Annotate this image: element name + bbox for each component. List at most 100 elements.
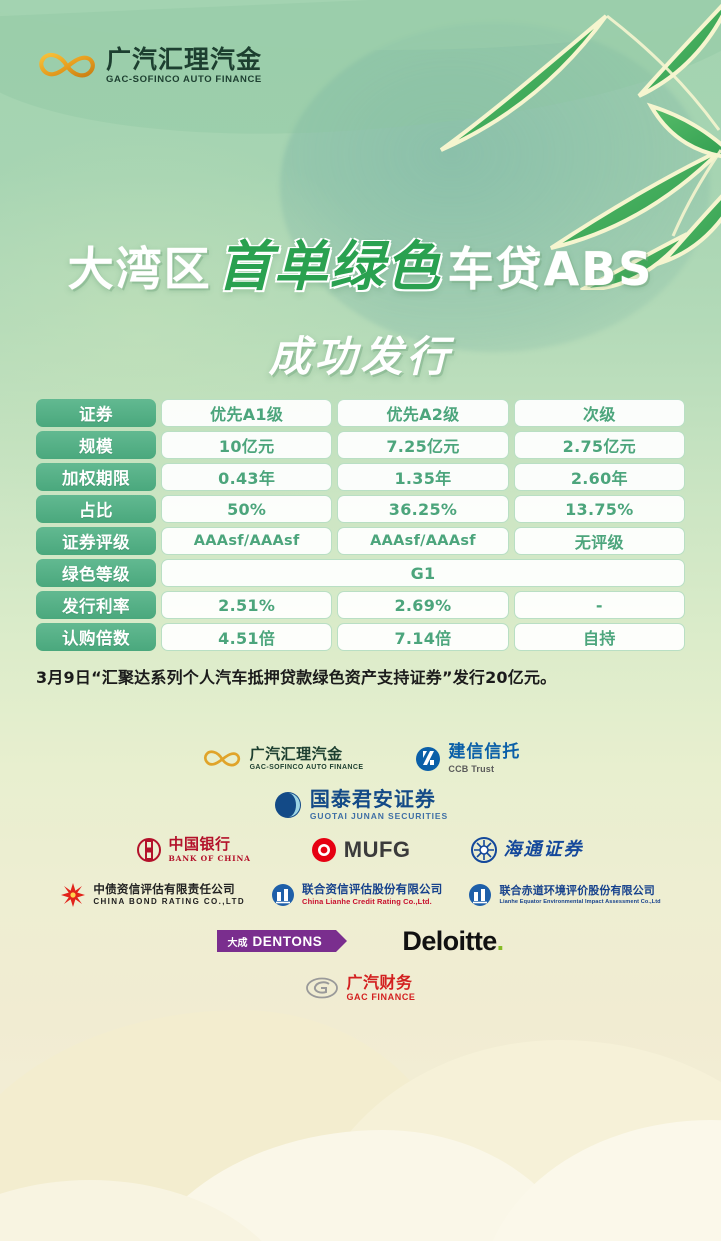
bamboo-leaves-decoration <box>439 3 721 290</box>
table-row-label: 加权期限 <box>36 463 156 491</box>
partner-name-en: Deloitte <box>402 925 497 956</box>
table-row-label: 绿色等级 <box>36 559 156 587</box>
partner-name-cn: 大成 <box>227 937 248 949</box>
partner-name-en: GAC FINANCE <box>346 992 416 1003</box>
gac-sofinco-infinity-icon <box>39 52 95 78</box>
lianhe-credit-rating-icon <box>272 884 295 906</box>
partner-name-en: BANK OF CHINA <box>168 854 251 864</box>
headline-line-2: 成功发行 <box>268 332 453 381</box>
table-cell: 7.14倍 <box>337 623 509 651</box>
partner-name-cn: 中债资信评估有限责任公司 <box>93 882 235 897</box>
table-row: 规模 10亿元 7.25亿元 2.75亿元 <box>36 431 685 459</box>
table-cell: 优先A1级 <box>161 399 333 427</box>
partner-row-5: 大成 DENTONS Deloitte. <box>0 917 721 965</box>
table-row-label: 证券评级 <box>36 527 156 555</box>
table-cell: 优先A2级 <box>337 399 509 427</box>
partner-name-cn: 国泰君安证券 <box>309 787 436 812</box>
table-cell: 次级 <box>513 399 685 427</box>
ccb-trust-icon <box>416 746 441 771</box>
partner-name-en: MUFG <box>343 836 411 862</box>
partner-logo-haitong-securities: 海通证券 <box>470 837 584 863</box>
table-cell: 2.75亿元 <box>513 431 685 459</box>
headline-part-highlight: 首单绿色 <box>217 235 442 298</box>
header-brand: 广汽汇理汽金 GAC-SOFINCO AUTO FINANCE <box>36 46 262 86</box>
partner-logo-lianhe-equator: 联合赤道环境评价股份有限公司 Lianhe Equator Environmen… <box>468 883 661 907</box>
partner-logo-bank-of-china: 中国银行 BANK OF CHINA <box>137 836 250 863</box>
haitong-securities-icon <box>470 837 497 863</box>
table-row: 证券 优先A1级 优先A2级 次级 <box>36 399 685 427</box>
table-row-label: 发行利率 <box>36 591 156 619</box>
partner-row-4: 中债资信评估有限责任公司 CHINA BOND RATING CO.,LTD 联… <box>0 873 721 917</box>
partner-logo-wall: 广汽汇理汽金 GAC-SOFINCO AUTO FINANCE 建信信托 CCB… <box>0 735 721 1011</box>
table-row-label: 占比 <box>36 495 156 523</box>
partner-row-1: 广汽汇理汽金 GAC-SOFINCO AUTO FINANCE 建信信托 CCB… <box>0 735 721 783</box>
partner-row-2: 国泰君安证券 GUOTAI JUNAN SECURITIES <box>0 783 721 827</box>
partner-logo-deloitte: Deloitte. <box>402 925 504 957</box>
table-cell: 36.25% <box>337 495 509 523</box>
partner-logo-gac-sofinco: 广汽汇理汽金 GAC-SOFINCO AUTO FINANCE <box>201 746 364 772</box>
partner-name-cn: 联合赤道环境评价股份有限公司 <box>499 883 655 897</box>
table-cell: 自持 <box>513 623 685 651</box>
table-cell: 2.60年 <box>513 463 685 491</box>
table-row-label: 规模 <box>36 431 156 459</box>
partner-name-en: China Lianhe Credit Rating Co.,Ltd. <box>302 897 432 907</box>
table-row: 绿色等级 G1 <box>36 559 685 587</box>
partner-name-en: CHINA BOND RATING CO.,LTD <box>93 896 246 906</box>
table-cell: 2.69% <box>337 591 509 619</box>
table-cell: 4.51倍 <box>161 623 333 651</box>
table-cell: 7.25亿元 <box>337 431 509 459</box>
table-row: 加权期限 0.43年 1.35年 2.60年 <box>36 463 685 491</box>
securities-table: 证券 优先A1级 优先A2级 次级 规模 10亿元 7.25亿元 2.75亿元 … <box>36 399 685 655</box>
partner-row-3: 中国银行 BANK OF CHINA MUFG <box>0 827 721 873</box>
table-cell-merged: G1 <box>161 559 685 587</box>
mufg-icon <box>311 838 336 862</box>
partner-logo-china-bond-rating: 中债资信评估有限责任公司 CHINA BOND RATING CO.,LTD <box>60 882 245 908</box>
header-brand-text: 广汽汇理汽金 GAC-SOFINCO AUTO FINANCE <box>106 47 262 85</box>
table-row-label: 证券 <box>36 399 156 427</box>
partner-row-6: 广汽财务 GAC FINANCE <box>0 965 721 1011</box>
table-cell: 无评级 <box>513 527 685 555</box>
partner-logo-gac-finance: 广汽财务 GAC FINANCE <box>305 972 416 1003</box>
table-row: 占比 50% 36.25% 13.75% <box>36 495 685 523</box>
partner-name-en: GAC-SOFINCO AUTO FINANCE <box>249 763 364 771</box>
partner-name-cn: 广汽财务 <box>346 972 413 992</box>
table-cell: 10亿元 <box>161 431 333 459</box>
lianhe-equator-icon <box>469 884 492 906</box>
partner-logo-ccb-trust: 建信信托 CCB Trust <box>415 743 520 774</box>
partner-name-cn: 中国银行 <box>168 835 231 854</box>
table-row: 证券评级 AAAsf/AAAsf AAAsf/AAAsf 无评级 <box>36 527 685 555</box>
table-cell: 2.51% <box>161 591 333 619</box>
table-cell: AAAsf/AAAsf <box>337 527 509 555</box>
partner-logo-guotai-junan: 国泰君安证券 GUOTAI JUNAN SECURITIES <box>273 788 448 822</box>
table-cell: - <box>513 591 685 619</box>
partner-name-en: GUOTAI JUNAN SECURITIES <box>309 811 449 822</box>
table-row: 发行利率 2.51% 2.69% - <box>36 591 685 619</box>
table-cell: 1.35年 <box>337 463 509 491</box>
header-brand-en: GAC-SOFINCO AUTO FINANCE <box>106 74 262 86</box>
table-cell: 0.43年 <box>161 463 333 491</box>
partner-logo-mufg: MUFG <box>311 837 411 863</box>
partner-logo-dentons: 大成 DENTONS <box>217 930 348 952</box>
headline-line-1: 大湾区 首单绿色 车贷ABS <box>0 222 721 301</box>
partner-name-en: Lianhe Equator Environmental Impact Asse… <box>499 899 661 906</box>
guotai-junan-icon <box>274 792 301 818</box>
partner-name-cn: 建信信托 <box>448 742 521 763</box>
partner-name-en: DENTONS <box>252 933 323 949</box>
table-row-label: 认购倍数 <box>36 623 156 651</box>
partner-name-cn: 联合资信评估股份有限公司 <box>302 882 443 897</box>
bank-of-china-icon <box>137 838 162 862</box>
partner-name-en: CCB Trust <box>448 764 495 775</box>
table-cell: AAAsf/AAAsf <box>161 527 333 555</box>
china-bond-rating-icon <box>61 883 86 907</box>
gac-finance-icon <box>306 977 339 999</box>
header-brand-cn: 广汽汇理汽金 <box>106 45 263 75</box>
partner-name-cn: 海通证券 <box>503 838 584 860</box>
partner-name-cn: 广汽汇理汽金 <box>249 745 343 764</box>
partner-logo-lianhe-credit-rating: 联合资信评估股份有限公司 China Lianhe Credit Rating … <box>271 883 442 907</box>
headline-block: 大湾区 首单绿色 车贷ABS 成功发行 <box>0 222 721 384</box>
table-row: 认购倍数 4.51倍 7.14倍 自持 <box>36 623 685 651</box>
gac-sofinco-infinity-icon <box>203 750 240 767</box>
headline-part-region: 大湾区 <box>67 242 212 296</box>
table-cell: 13.75% <box>513 495 685 523</box>
